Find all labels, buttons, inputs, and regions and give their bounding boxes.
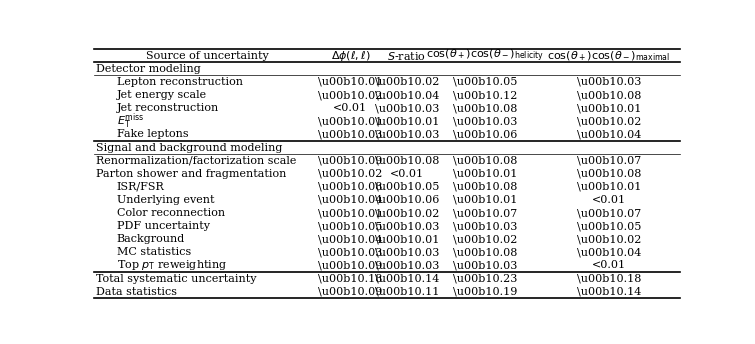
Text: \u00b10.03: \u00b10.03: [453, 260, 517, 270]
Text: \u00b10.04: \u00b10.04: [374, 90, 439, 100]
Text: \u00b10.01: \u00b10.01: [577, 103, 641, 113]
Text: \u00b10.04: \u00b10.04: [318, 195, 383, 205]
Text: \u00b10.09: \u00b10.09: [318, 155, 383, 165]
Text: \u00b10.08: \u00b10.08: [453, 155, 517, 165]
Text: Jet reconstruction: Jet reconstruction: [116, 103, 219, 113]
Text: \u00b10.01: \u00b10.01: [374, 234, 439, 244]
Text: Top $p_{\mathrm{T}}$ reweighting: Top $p_{\mathrm{T}}$ reweighting: [116, 258, 226, 272]
Text: $\cos(\theta_+)\cos(\theta_-)_{\mathrm{helicity}}$: $\cos(\theta_+)\cos(\theta_-)_{\mathrm{h…: [426, 47, 544, 64]
Text: Data statistics: Data statistics: [96, 287, 177, 297]
Text: Source of uncertainty: Source of uncertainty: [146, 51, 268, 61]
Text: \u00b10.07: \u00b10.07: [577, 208, 641, 218]
Text: \u00b10.03: \u00b10.03: [374, 260, 439, 270]
Text: \u00b10.08: \u00b10.08: [318, 182, 383, 192]
Text: \u00b10.07: \u00b10.07: [577, 155, 641, 165]
Text: \u00b10.01: \u00b10.01: [577, 182, 641, 192]
Text: \u00b10.09: \u00b10.09: [318, 287, 383, 297]
Text: <0.01: <0.01: [592, 195, 626, 205]
Text: \u00b10.02: \u00b10.02: [318, 169, 383, 179]
Text: <0.01: <0.01: [333, 103, 368, 113]
Text: \u00b10.04: \u00b10.04: [318, 234, 383, 244]
Text: Detector modeling: Detector modeling: [96, 64, 201, 74]
Text: \u00b10.03: \u00b10.03: [374, 103, 439, 113]
Text: Lepton reconstruction: Lepton reconstruction: [116, 77, 242, 87]
Text: Signal and background modeling: Signal and background modeling: [96, 142, 282, 152]
Text: \u00b10.05: \u00b10.05: [374, 182, 439, 192]
Text: PDF uncertainty: PDF uncertainty: [116, 221, 210, 231]
Text: \u00b10.12: \u00b10.12: [453, 90, 517, 100]
Text: $\cos(\theta_+)\cos(\theta_-)_{\mathrm{maximal}}$: $\cos(\theta_+)\cos(\theta_-)_{\mathrm{m…: [547, 49, 670, 63]
Text: \u00b10.18: \u00b10.18: [577, 273, 641, 283]
Text: \u00b10.02: \u00b10.02: [453, 234, 517, 244]
Text: \u00b10.14: \u00b10.14: [577, 287, 641, 297]
Text: \u00b10.03: \u00b10.03: [374, 247, 439, 257]
Text: \u00b10.02: \u00b10.02: [374, 208, 439, 218]
Text: \u00b10.01: \u00b10.01: [453, 169, 517, 179]
Text: ISR/FSR: ISR/FSR: [116, 182, 165, 192]
Text: <0.01: <0.01: [592, 260, 626, 270]
Text: $\Delta\phi(\ell, \ell)$: $\Delta\phi(\ell, \ell)$: [331, 49, 370, 63]
Text: \u00b10.02: \u00b10.02: [577, 234, 641, 244]
Text: Underlying event: Underlying event: [116, 195, 214, 205]
Text: \u00b10.04: \u00b10.04: [577, 129, 641, 139]
Text: \u00b10.09: \u00b10.09: [318, 260, 383, 270]
Text: \u00b10.03: \u00b10.03: [318, 129, 383, 139]
Text: MC statistics: MC statistics: [116, 247, 191, 257]
Text: \u00b10.19: \u00b10.19: [453, 287, 517, 297]
Text: \u00b10.08: \u00b10.08: [453, 247, 517, 257]
Text: \u00b10.14: \u00b10.14: [374, 273, 439, 283]
Text: Jet energy scale: Jet energy scale: [116, 90, 207, 100]
Text: <0.01: <0.01: [390, 169, 424, 179]
Text: $E_{\mathrm{T}}^{\mathrm{miss}}$: $E_{\mathrm{T}}^{\mathrm{miss}}$: [116, 111, 144, 131]
Text: \u00b10.03: \u00b10.03: [577, 77, 641, 87]
Text: Fake leptons: Fake leptons: [116, 129, 188, 139]
Text: \u00b10.02: \u00b10.02: [318, 90, 383, 100]
Text: \u00b10.01: \u00b10.01: [318, 208, 383, 218]
Text: \u00b10.01: \u00b10.01: [453, 195, 517, 205]
Text: \u00b10.02: \u00b10.02: [374, 77, 439, 87]
Text: \u00b10.08: \u00b10.08: [374, 155, 439, 165]
Text: \u00b10.05: \u00b10.05: [453, 77, 517, 87]
Text: \u00b10.01: \u00b10.01: [318, 77, 383, 87]
Text: \u00b10.06: \u00b10.06: [374, 195, 439, 205]
Text: Parton shower and fragmentation: Parton shower and fragmentation: [96, 169, 286, 179]
Text: Color reconnection: Color reconnection: [116, 208, 225, 218]
Text: \u00b10.07: \u00b10.07: [453, 208, 517, 218]
Text: Background: Background: [116, 234, 185, 244]
Text: \u00b10.03: \u00b10.03: [374, 221, 439, 231]
Text: \u00b10.08: \u00b10.08: [453, 182, 517, 192]
Text: \u00b10.23: \u00b10.23: [453, 273, 517, 283]
Text: \u00b10.08: \u00b10.08: [577, 90, 641, 100]
Text: \u00b10.18: \u00b10.18: [318, 273, 383, 283]
Text: Total systematic uncertainty: Total systematic uncertainty: [96, 273, 257, 283]
Text: \u00b10.04: \u00b10.04: [577, 247, 641, 257]
Text: \u00b10.06: \u00b10.06: [453, 129, 517, 139]
Text: \u00b10.11: \u00b10.11: [374, 287, 439, 297]
Text: \u00b10.03: \u00b10.03: [318, 247, 383, 257]
Text: \u00b10.03: \u00b10.03: [453, 221, 517, 231]
Text: \u00b10.03: \u00b10.03: [453, 116, 517, 126]
Text: \u00b10.05: \u00b10.05: [577, 221, 641, 231]
Text: Renormalization/factorization scale: Renormalization/factorization scale: [96, 155, 297, 165]
Text: \u00b10.01: \u00b10.01: [374, 116, 439, 126]
Text: \u00b10.01: \u00b10.01: [318, 116, 383, 126]
Text: \u00b10.08: \u00b10.08: [577, 169, 641, 179]
Text: \u00b10.02: \u00b10.02: [577, 116, 641, 126]
Text: \u00b10.03: \u00b10.03: [374, 129, 439, 139]
Text: \u00b10.08: \u00b10.08: [453, 103, 517, 113]
Text: \u00b10.05: \u00b10.05: [318, 221, 383, 231]
Text: $S$-ratio: $S$-ratio: [387, 50, 427, 62]
